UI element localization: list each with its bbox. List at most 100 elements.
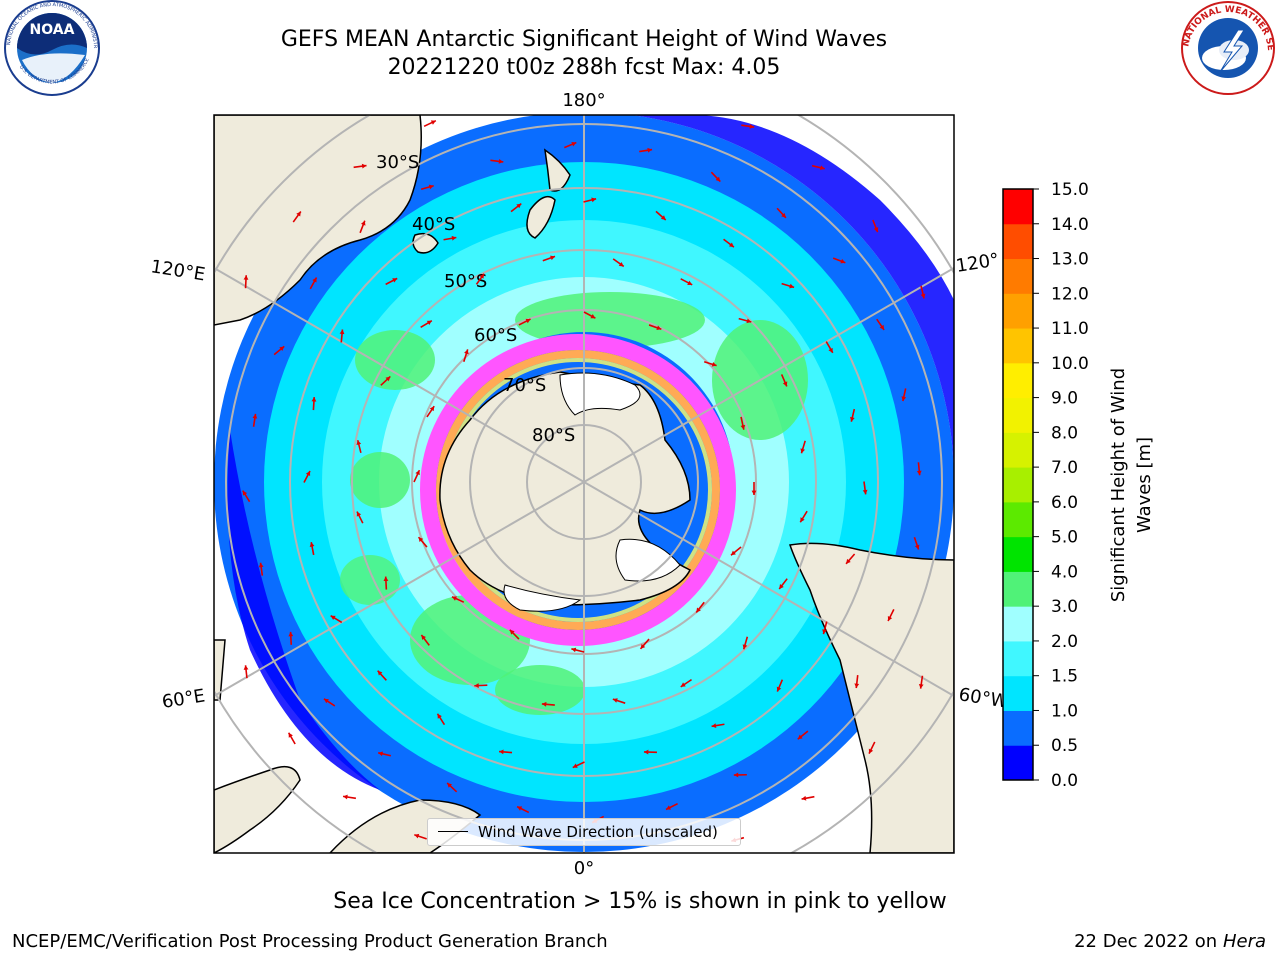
wave-arrow-head (323, 698, 329, 704)
colorbar-segment (1003, 571, 1033, 607)
wave-arrow-head (740, 424, 746, 430)
colorbar-tick-label: 0.0 (1051, 771, 1078, 791)
wave-arrow-head (429, 406, 435, 412)
wave-arrow-head (862, 489, 868, 495)
wave-arrow-head (361, 163, 367, 169)
wave-arrow-head (414, 833, 420, 839)
graticule (214, 115, 954, 853)
wave-arrow-head (383, 576, 389, 582)
colorbar-tick-label: 15.0 (1051, 180, 1089, 200)
wave-arrow-head (360, 220, 366, 226)
wave-arrow-head (660, 215, 666, 221)
wave-arrow-head (687, 280, 693, 285)
wave-arrow-head (330, 615, 336, 621)
colorbar-segment (1003, 258, 1033, 294)
wave-arrow-head (850, 416, 855, 422)
wave-arrow-head (339, 329, 345, 335)
wave-arrow-head (392, 278, 398, 283)
colorbar-tick-label: 14.0 (1051, 215, 1089, 235)
wave-arrow-head (258, 562, 264, 568)
wave-arrow-head (665, 805, 671, 810)
wave-arrow-head (776, 686, 782, 692)
colorbar-tick-label: 3.0 (1051, 597, 1078, 617)
wave-arrow-head (819, 165, 825, 171)
wave-arrow-head (612, 698, 618, 703)
colorbar-segment (1003, 223, 1033, 260)
wave-arrow-head (918, 683, 924, 689)
footer-host: Hera (1222, 931, 1266, 952)
wave-arrow-head (428, 184, 434, 190)
lon-label-60e: 60°E (160, 685, 206, 713)
wave-arrow-head (377, 670, 383, 676)
legend-label: Wind Wave Direction (unscaled) (478, 823, 718, 841)
wave-arrow-head (746, 318, 752, 324)
wave-arrow-head (840, 258, 846, 264)
map-plot-area: 30°S 40°S 50°S 60°S 70°S 80°S (214, 115, 954, 853)
colorbar-segment (1003, 467, 1033, 503)
footer-date: 22 Dec 2022 on Hera (1074, 931, 1266, 952)
wave-arrow-head (751, 490, 757, 495)
wave-arrow-head (499, 749, 504, 755)
map-legend: Wind Wave Direction (unscaled) (427, 818, 741, 846)
noaa-logo-name: NOAA (30, 22, 75, 38)
wave-arrow-head (822, 629, 827, 635)
wave-arrow-head (711, 723, 717, 728)
colorbar-segment (1003, 432, 1033, 468)
colorbar-segment (1003, 745, 1033, 781)
colorbar-tick-label: 4.0 (1051, 562, 1078, 582)
wave-arrow-head (656, 325, 662, 331)
wave-arrow-head (243, 275, 249, 280)
wave-arrow-head (479, 273, 485, 279)
colorbar-tick-label: 12.0 (1051, 284, 1089, 304)
wave-arrow-head (242, 490, 248, 496)
wave-arrow-head (742, 644, 748, 650)
wave-arrow-head (730, 550, 736, 556)
colorbar-tick-label: 10.0 (1051, 354, 1089, 374)
wave-arrow-head (305, 470, 311, 476)
lat-label-70s: 70°S (503, 375, 546, 396)
footer-date-text: 22 Dec 2022 on (1074, 931, 1218, 952)
wave-arrow-head (914, 544, 920, 550)
wave-arrow-head (421, 634, 426, 640)
wave-arrow-head (541, 701, 547, 707)
colorbar-tick-label: 6.0 (1051, 493, 1078, 513)
colorbar-segment (1003, 189, 1033, 225)
wave-arrow-head (430, 120, 436, 125)
wave-arrow-head (647, 147, 653, 153)
colorbar-tick-label: 2.0 (1051, 632, 1078, 652)
lon-label-180: 180° (562, 90, 605, 111)
wave-arrow-head (618, 261, 624, 267)
wave-arrow-head (312, 277, 317, 283)
wave-arrow-head (517, 806, 523, 811)
wave-arrow-head (643, 749, 649, 755)
wave-arrow-head (243, 665, 249, 670)
wave-arrow-head (279, 346, 285, 352)
wave-arrow-head (879, 324, 885, 330)
lat-label-80s: 80°S (532, 425, 575, 446)
wave-arrow-head (311, 397, 317, 402)
colorbar-segment (1003, 675, 1033, 711)
lat-label-50s: 50°S (444, 271, 487, 292)
wave-arrow-head (800, 517, 805, 523)
wave-arrow-head (789, 283, 795, 289)
wave-arrow-head (498, 159, 504, 164)
lon-label-0: 0° (574, 858, 594, 879)
wave-arrow-head (571, 647, 577, 653)
colorbar-frame (1002, 188, 1034, 781)
colorbar-segment (1003, 362, 1033, 399)
wave-arrow-head (356, 440, 362, 446)
wave-arrow-head (916, 470, 922, 476)
colorbar-segment (1003, 328, 1033, 364)
colorbar-tick-label: 1.5 (1051, 667, 1078, 687)
wave-arrow-head (437, 713, 442, 719)
wave-arrow-head (728, 242, 734, 248)
wave-arrow-head (474, 683, 479, 688)
colorbar-tick-label: 8.0 (1051, 423, 1078, 443)
wave-arrow-head (356, 511, 362, 517)
wave-arrow-head (680, 682, 686, 687)
colorbar-segment (1003, 606, 1033, 642)
wave-arrow-head (296, 211, 301, 217)
colorbar-tick-label: 5.0 (1051, 528, 1078, 548)
wave-arrow-head (464, 349, 469, 355)
